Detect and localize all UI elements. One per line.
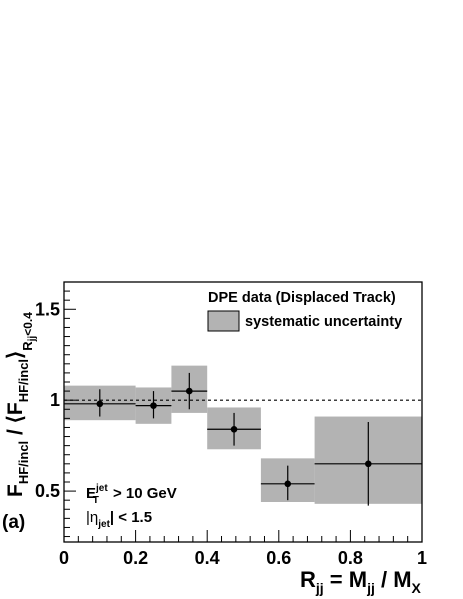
data-markers <box>96 387 372 488</box>
eta-symbol: |η <box>86 509 98 526</box>
y-tick-label-1: 1 <box>50 390 60 410</box>
y-axis-label: FHF/incl / ⟨FHF/incl⟩Rjj<0.4 <box>4 312 38 497</box>
x-tick-label-0: 0 <box>59 548 69 568</box>
data-point-3 <box>230 425 238 433</box>
data-point-0 <box>96 400 104 408</box>
tick-labels: 0 0.2 0.4 0.6 0.8 1 0.5 1 1.5 <box>35 299 427 568</box>
y-tick-label-2: 1.5 <box>35 299 60 319</box>
et-rest: > 10 GeV <box>109 485 177 502</box>
legend-swatch <box>207 310 240 332</box>
data-point-2 <box>186 387 193 395</box>
x-tick-label-5: 1 <box>417 548 427 568</box>
x-tick-label-1: 0.2 <box>123 548 148 568</box>
data-point-5 <box>365 460 372 468</box>
et-cut-annotation: Ejet T > 10 GeV <box>86 483 177 506</box>
legend-entry: systematic uncertainty <box>245 314 402 330</box>
data-point-4 <box>284 480 292 488</box>
et-sup: jet <box>95 483 108 494</box>
axis-ticks <box>63 281 423 542</box>
eta-rest: | < 1.5 <box>110 509 152 526</box>
x-axis-label: Rjj = Mjj / MX <box>300 567 422 596</box>
data-point-1 <box>150 402 157 409</box>
legend-title: DPE data (Displaced Track) <box>208 290 396 306</box>
et-sub: T <box>93 495 99 506</box>
panel-label: (a) <box>2 512 25 533</box>
plot-frame <box>63 281 423 543</box>
y-tick-label-0: 0.5 <box>35 481 60 501</box>
et-symbol: E <box>86 485 96 502</box>
x-tick-label-3: 0.6 <box>266 548 291 568</box>
x-tick-label-4: 0.8 <box>338 548 363 568</box>
eta-cut-annotation: |ηjet| < 1.5 <box>86 509 152 530</box>
eta-sub: jet <box>97 519 110 530</box>
x-tick-label-2: 0.4 <box>195 548 220 568</box>
